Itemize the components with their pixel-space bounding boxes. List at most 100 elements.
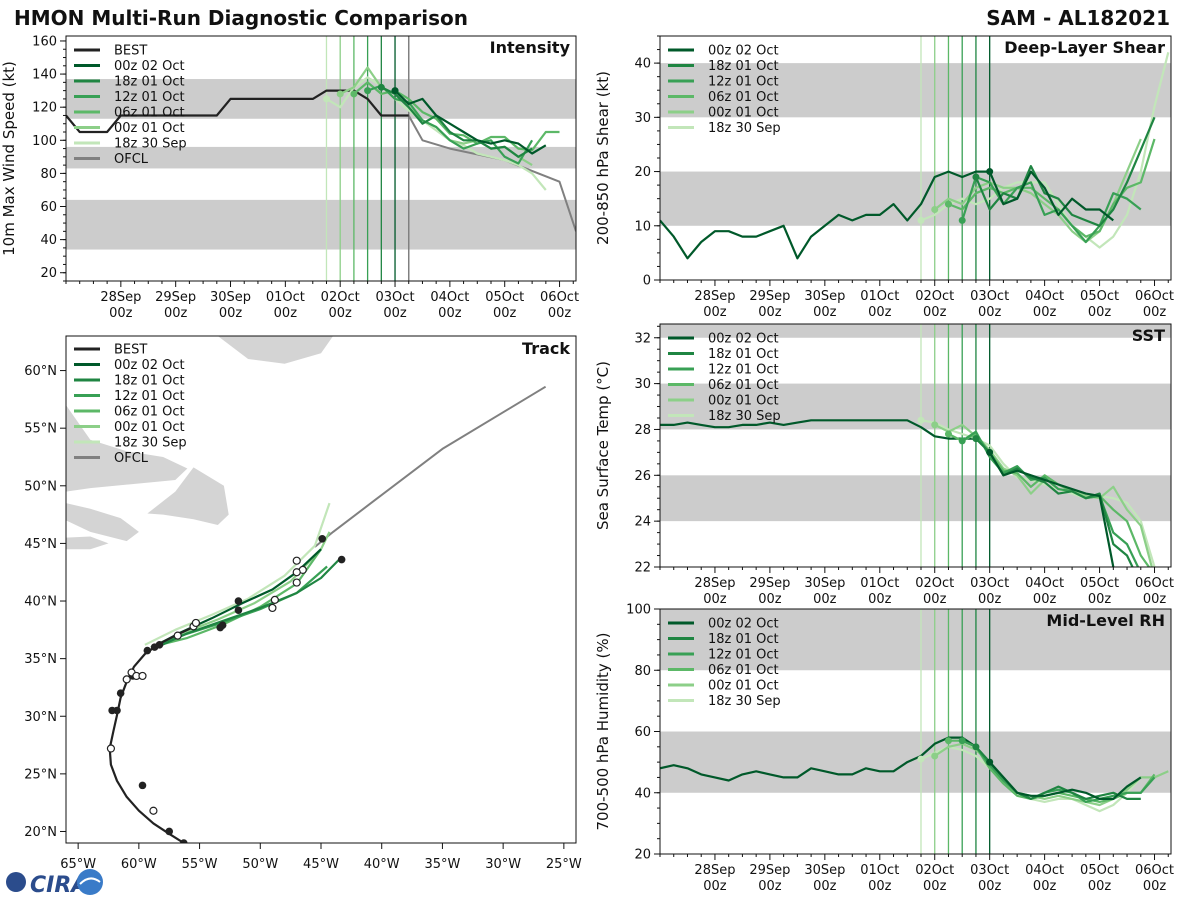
rh-series-start-point	[917, 755, 925, 763]
intensity-legend-label: 18z 30 Sep	[114, 137, 187, 152]
track-ytick-label: 25°N	[24, 767, 57, 782]
rh-xtick-hour: 00z	[1033, 879, 1057, 894]
intensity-legend-label: 00z 02 Oct	[114, 59, 185, 74]
shear-legend-label: 00z 02 Oct	[708, 44, 779, 59]
rh-legend-label: 00z 02 Oct	[708, 617, 779, 632]
rh-series-start-point	[986, 758, 994, 766]
track-title: Track	[522, 339, 570, 358]
land-mass	[66, 503, 139, 542]
track-marker-open	[268, 603, 277, 613]
sst-xtick-date: 02Oct	[915, 576, 954, 591]
sst-ytick-label: 22	[634, 561, 651, 576]
land-mass	[147, 467, 229, 525]
shear-xtick-date: 03Oct	[970, 289, 1009, 304]
track-marker-open	[122, 675, 131, 684]
sst-xtick-hour: 00z	[758, 592, 782, 607]
track-ofcl-line	[314, 385, 547, 548]
sst-xtick-hour: 00z	[978, 592, 1002, 607]
shear-series-start-point	[986, 168, 994, 176]
intensity-legend-label: 00z 01 Oct	[114, 121, 185, 136]
track-ytick-label: 30°N	[24, 710, 57, 725]
intensity-series-start-point	[322, 95, 330, 103]
track-ytick-label: 45°N	[24, 537, 57, 552]
shear-xtick-date: 28Sep	[694, 289, 735, 304]
intensity-ylabel: 10m Max Wind Speed (kt)	[0, 61, 18, 256]
track-map-area	[66, 336, 547, 843]
shear-plot-area	[660, 36, 1171, 280]
rh-band	[660, 609, 1171, 671]
track-marker-open	[106, 744, 116, 753]
track-xtick-label: 45°W	[303, 857, 339, 872]
shear-series-start-point	[944, 200, 952, 208]
shear-xtick-hour: 00z	[758, 305, 782, 320]
track-marker-filled	[218, 621, 227, 630]
rh-best-line	[660, 736, 991, 782]
intensity-title: Intensity	[490, 38, 571, 57]
shear-band	[660, 63, 1171, 118]
shear-xtick-hour: 00z	[813, 305, 837, 320]
rh-series-start-point	[931, 752, 939, 760]
shear-title: Deep-Layer Shear	[1004, 38, 1165, 57]
rh-xtick-date: 02Oct	[915, 863, 954, 878]
rh-series-start-point	[958, 737, 966, 745]
intensity-xtick-hour: 00z	[548, 306, 572, 321]
sst-xtick-hour: 00z	[1143, 592, 1167, 607]
intensity-series-line	[325, 76, 547, 191]
shear-ytick-label: 0	[643, 274, 651, 289]
track-marker-filled	[234, 606, 243, 615]
track-xtick-label: 65°W	[60, 857, 96, 872]
intensity-series-start-point	[391, 87, 399, 95]
rh-xtick-hour: 00z	[1143, 879, 1167, 894]
track-legend-label: 06z 01 Oct	[114, 405, 185, 420]
land-mass	[66, 536, 109, 550]
sst-ytick-label: 24	[634, 515, 651, 530]
sst-best-line	[660, 419, 991, 454]
sst-ytick-label: 32	[634, 331, 651, 346]
intensity-series-start-point	[350, 90, 358, 98]
track-marker-filled	[318, 535, 327, 543]
track-marker-open	[138, 671, 147, 681]
intensity-band	[66, 79, 576, 119]
shear-panel: 01020304028Sep00z29Sep00z30Sep00z01Oct00…	[594, 35, 1174, 320]
rh-panel: 2040608010028Sep00z29Sep00z30Sep00z01Oct…	[594, 603, 1174, 895]
rh-legend-label: 18z 01 Oct	[708, 632, 779, 647]
sst-legend-label: 00z 02 Oct	[708, 332, 779, 347]
sst-ylabel: Sea Surface Temp (°C)	[594, 361, 612, 530]
track-ytick-label: 60°N	[24, 364, 57, 379]
intensity-panel: 2040608010012014016028Sep00z29Sep00z30Se…	[0, 34, 579, 321]
shear-xtick-hour: 00z	[978, 305, 1002, 320]
track-legend-label: 12z 01 Oct	[114, 389, 185, 404]
track-marker-filled	[337, 555, 346, 564]
sst-xtick-date: 30Sep	[804, 576, 845, 591]
shear-best-line	[660, 170, 990, 260]
rh-xtick-hour: 00z	[758, 879, 782, 894]
rh-xtick-hour: 00z	[1088, 879, 1112, 894]
sst-series-start-point	[986, 448, 994, 456]
rh-xtick-hour: 00z	[813, 879, 837, 894]
intensity-xtick-date: 04Oct	[430, 290, 469, 305]
rh-series-line	[961, 739, 1156, 804]
rh-ylabel: 700-500 hPa Humidity (%)	[594, 632, 612, 830]
sst-series-start-point	[944, 430, 952, 438]
cira-logo: CIRA	[6, 869, 103, 898]
rh-ytick-label: 60	[634, 725, 651, 740]
sst-xtick-date: 01Oct	[860, 576, 899, 591]
track-marker-open	[292, 578, 301, 587]
track-legend-label: 18z 30 Sep	[114, 436, 187, 451]
shear-xtick-date: 01Oct	[860, 289, 899, 304]
storm-id: SAM - AL182021	[986, 6, 1170, 30]
sst-xtick-date: 03Oct	[970, 576, 1009, 591]
rh-ytick-label: 100	[626, 603, 651, 618]
rh-xtick-date: 03Oct	[970, 863, 1009, 878]
rh-legend-label: 18z 30 Sep	[708, 694, 781, 709]
track-marker-filled	[108, 706, 116, 715]
shear-ylabel: 200-850 hPa Shear (kt)	[594, 71, 612, 245]
sst-legend-label: 06z 01 Oct	[708, 378, 779, 393]
shear-xtick-hour: 00z	[923, 305, 947, 320]
track-marker-open	[173, 631, 182, 640]
rh-xtick-date: 29Sep	[749, 863, 790, 878]
rh-plot-area	[660, 609, 1171, 854]
land-mass	[66, 405, 188, 492]
intensity-series-line	[394, 89, 547, 155]
